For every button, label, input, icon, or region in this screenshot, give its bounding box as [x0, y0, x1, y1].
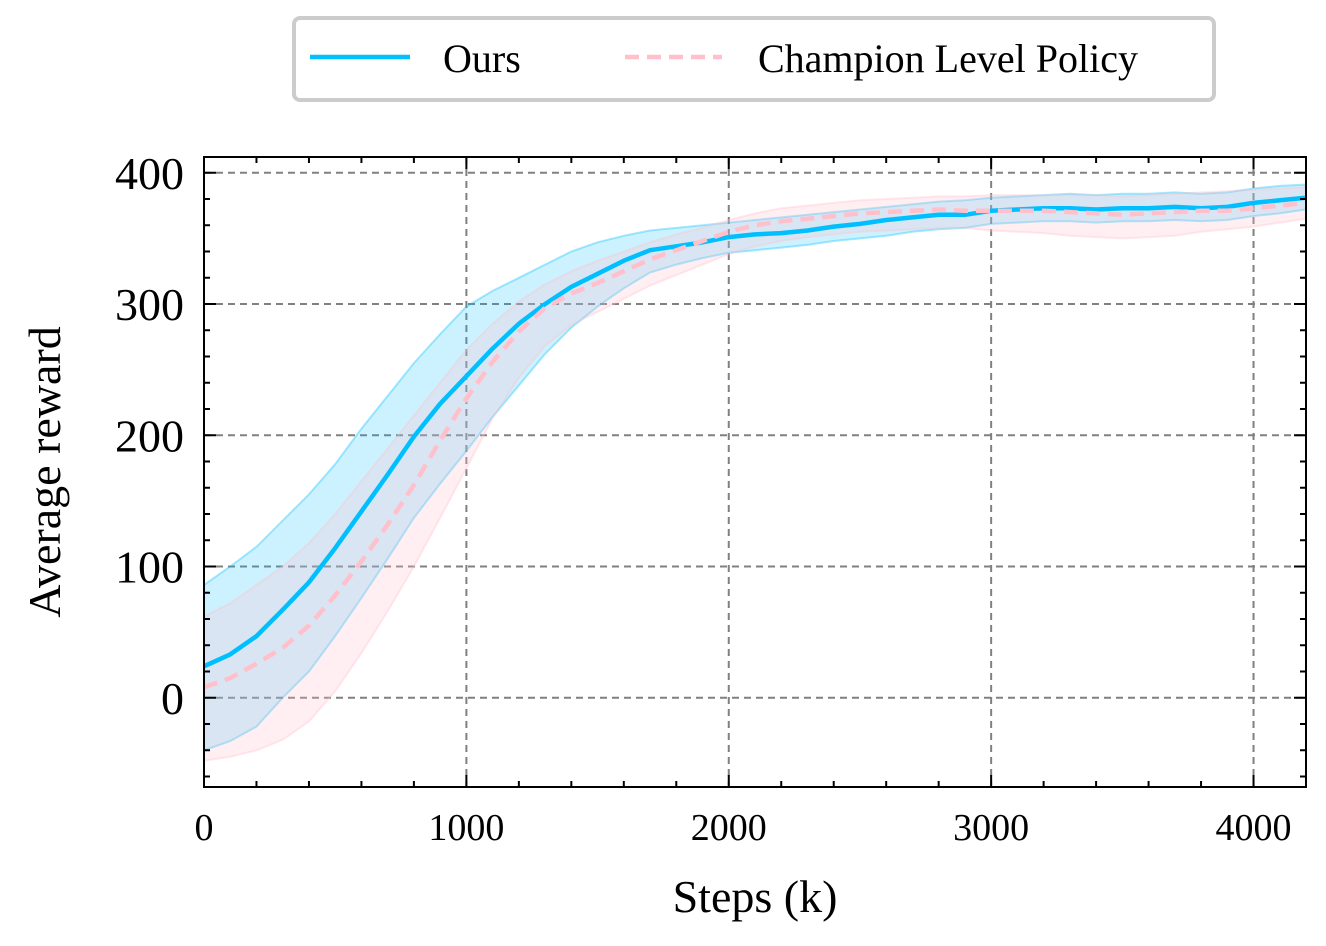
y-tick-label-300: 300 — [115, 279, 184, 330]
y-tick-label-200: 200 — [115, 410, 184, 461]
legend-label-champion-level-policy: Champion Level Policy — [758, 36, 1138, 81]
line-ours — [203, 195, 1307, 669]
y-tick-label-0: 0 — [161, 673, 184, 724]
y-axis-title: Average reward — [19, 326, 70, 618]
line-champion-level-policy — [203, 200, 1307, 690]
x-tick-label-0: 0 — [195, 807, 214, 849]
plot-frame — [203, 156, 1307, 788]
x-axis-title: Steps (k) — [673, 871, 838, 922]
grid — [204, 157, 1306, 787]
axis-ticks — [203, 157, 1307, 787]
x-tick-labels: 0 1000 2000 3000 4000 — [195, 807, 1292, 849]
legend-label-ours: Ours — [443, 36, 521, 81]
y-tick-label-100: 100 — [115, 542, 184, 593]
x-tick-label-4000: 4000 — [1216, 807, 1292, 849]
x-tick-label-1000: 1000 — [428, 807, 504, 849]
legend: Ours Champion Level Policy — [292, 16, 1216, 102]
x-tick-label-2000: 2000 — [691, 807, 767, 849]
legend-box — [292, 16, 1216, 102]
x-tick-label-3000: 3000 — [953, 807, 1029, 849]
y-tick-labels: 0 100 200 300 400 — [115, 148, 184, 724]
series-lines — [203, 195, 1307, 690]
y-tick-label-400: 400 — [115, 148, 184, 199]
